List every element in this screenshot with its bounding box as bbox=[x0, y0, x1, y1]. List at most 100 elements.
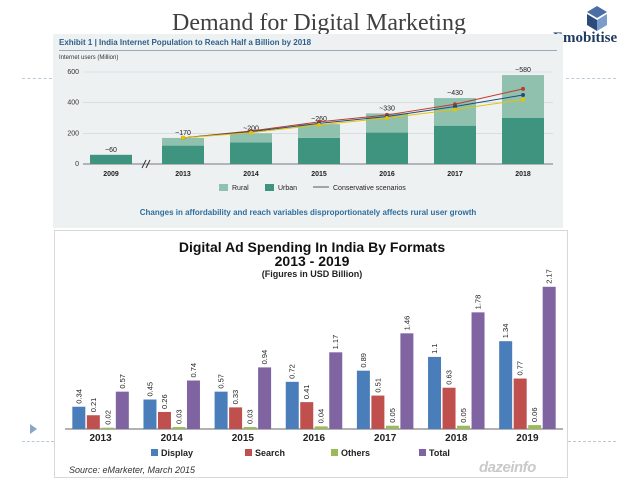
bar-display bbox=[143, 399, 157, 429]
legend-swatch-search bbox=[245, 449, 252, 456]
bar-search bbox=[157, 411, 171, 429]
value-label: 0.41 bbox=[302, 385, 311, 400]
x-tick-label: 2013 bbox=[89, 433, 112, 444]
scenario-point bbox=[521, 93, 525, 97]
bar-urban bbox=[162, 145, 204, 164]
bar-others bbox=[243, 427, 257, 429]
bar-search bbox=[371, 395, 385, 429]
legend-swatch-display bbox=[151, 449, 158, 456]
bullet-icon bbox=[30, 424, 37, 434]
value-label: 0.74 bbox=[189, 363, 198, 378]
total-label: ~430 bbox=[447, 90, 463, 97]
chart2-title: Digital Ad Spending In India By Formats bbox=[178, 239, 446, 255]
bar-total bbox=[471, 312, 485, 429]
scenario-point bbox=[521, 86, 525, 91]
scenario-point bbox=[249, 130, 253, 135]
chart2-note: (Figures in USD Billion) bbox=[261, 269, 363, 279]
bar-total bbox=[186, 380, 200, 429]
scenario-point bbox=[453, 107, 457, 112]
divider-line bbox=[566, 78, 616, 79]
axis-break bbox=[145, 159, 151, 169]
emobitise-logo-icon bbox=[587, 6, 607, 31]
value-label: 0.45 bbox=[145, 382, 154, 397]
chart2-subtitle: 2013 - 2019 bbox=[274, 253, 350, 269]
value-label: 0.02 bbox=[103, 410, 112, 425]
bar-others bbox=[172, 427, 186, 429]
scenario-point bbox=[385, 116, 389, 120]
bar-display bbox=[72, 406, 86, 429]
scenario-point bbox=[521, 97, 525, 102]
x-tick-label: 2014 bbox=[161, 433, 184, 444]
bar-urban bbox=[434, 125, 476, 164]
bar-others bbox=[314, 426, 328, 429]
legend-label: Rural bbox=[232, 185, 249, 192]
scenario-point bbox=[317, 122, 321, 127]
legend-swatch-rural bbox=[219, 184, 228, 191]
bar-total bbox=[542, 286, 556, 429]
x-tick-label: 2013 bbox=[175, 171, 191, 178]
internet-users-chart: 0 200 400 600 ~60 2009 ~170 2013 ~200 2014 ~260 201… bbox=[67, 67, 553, 192]
source-note: Source: eMarketer, March 2015 bbox=[69, 465, 196, 475]
divider-line bbox=[22, 441, 54, 442]
brand-logo: dazeinfo bbox=[479, 459, 536, 476]
x-tick-label: 2009 bbox=[103, 171, 119, 178]
exhibit-header: Exhibit 1 | India Internet Population to… bbox=[59, 38, 312, 47]
bar-display bbox=[356, 370, 370, 429]
bar-display bbox=[499, 341, 513, 429]
value-label: 0.57 bbox=[217, 374, 226, 389]
value-label: 0.21 bbox=[89, 398, 98, 413]
total-label: ~170 bbox=[175, 130, 191, 137]
value-label: 0.63 bbox=[445, 370, 454, 385]
bar-others bbox=[385, 425, 399, 429]
bar-urban bbox=[90, 154, 132, 164]
value-label: 0.51 bbox=[373, 378, 382, 393]
bar-display bbox=[428, 356, 442, 429]
y-tick-label: 400 bbox=[67, 100, 79, 107]
bar-total bbox=[329, 352, 343, 429]
exhibit-note: Changes in affordability and reach varia… bbox=[139, 208, 477, 217]
divider-line bbox=[568, 441, 616, 442]
x-tick-label: 2018 bbox=[515, 171, 531, 178]
x-tick-label: 2016 bbox=[303, 433, 326, 444]
legend-label: Display bbox=[161, 448, 193, 458]
bar-urban bbox=[298, 137, 340, 164]
bar-rural bbox=[298, 124, 340, 138]
bar-search bbox=[442, 387, 456, 429]
legend-swatch-urban bbox=[265, 184, 274, 191]
scenario-line bbox=[182, 94, 524, 139]
bar-search bbox=[229, 407, 243, 429]
value-label: 1.34 bbox=[501, 324, 510, 339]
value-label: 1.17 bbox=[331, 335, 340, 350]
x-tick-label: 2017 bbox=[447, 171, 463, 178]
bar-rural bbox=[162, 137, 204, 146]
value-label: 2.17 bbox=[545, 269, 554, 284]
total-label: ~60 bbox=[105, 147, 117, 154]
x-tick-label: 2015 bbox=[232, 433, 255, 444]
value-label: 0.57 bbox=[118, 374, 127, 389]
bar-urban bbox=[502, 118, 544, 164]
chart1-ylabel: Internet users (Million) bbox=[59, 55, 119, 61]
x-tick-label: 2019 bbox=[516, 433, 539, 444]
total-label: ~580 bbox=[515, 67, 531, 74]
x-tick-label: 2015 bbox=[311, 171, 327, 178]
exhibit-divider bbox=[59, 50, 557, 51]
value-label: 0.33 bbox=[231, 390, 240, 405]
logo-text: Emobitise bbox=[553, 30, 618, 46]
value-label: 1.1 bbox=[430, 343, 439, 353]
bar-total bbox=[258, 367, 272, 429]
bar-urban bbox=[366, 132, 408, 164]
value-label: 0.05 bbox=[459, 408, 468, 423]
value-label: 0.06 bbox=[530, 407, 539, 422]
legend-swatch-total bbox=[419, 449, 426, 456]
bar-total bbox=[400, 333, 414, 429]
total-label: ~260 bbox=[311, 116, 327, 123]
bar-search bbox=[300, 402, 314, 429]
value-label: 0.77 bbox=[516, 361, 525, 376]
slide-title: Demand for Digital Marketing bbox=[172, 10, 466, 36]
value-label: 0.34 bbox=[74, 389, 83, 404]
value-label: 0.89 bbox=[359, 353, 368, 368]
legend-swatch-others bbox=[331, 449, 338, 456]
bar-others bbox=[101, 427, 115, 429]
bar-others bbox=[528, 425, 542, 429]
x-tick-label: 2018 bbox=[445, 433, 468, 444]
